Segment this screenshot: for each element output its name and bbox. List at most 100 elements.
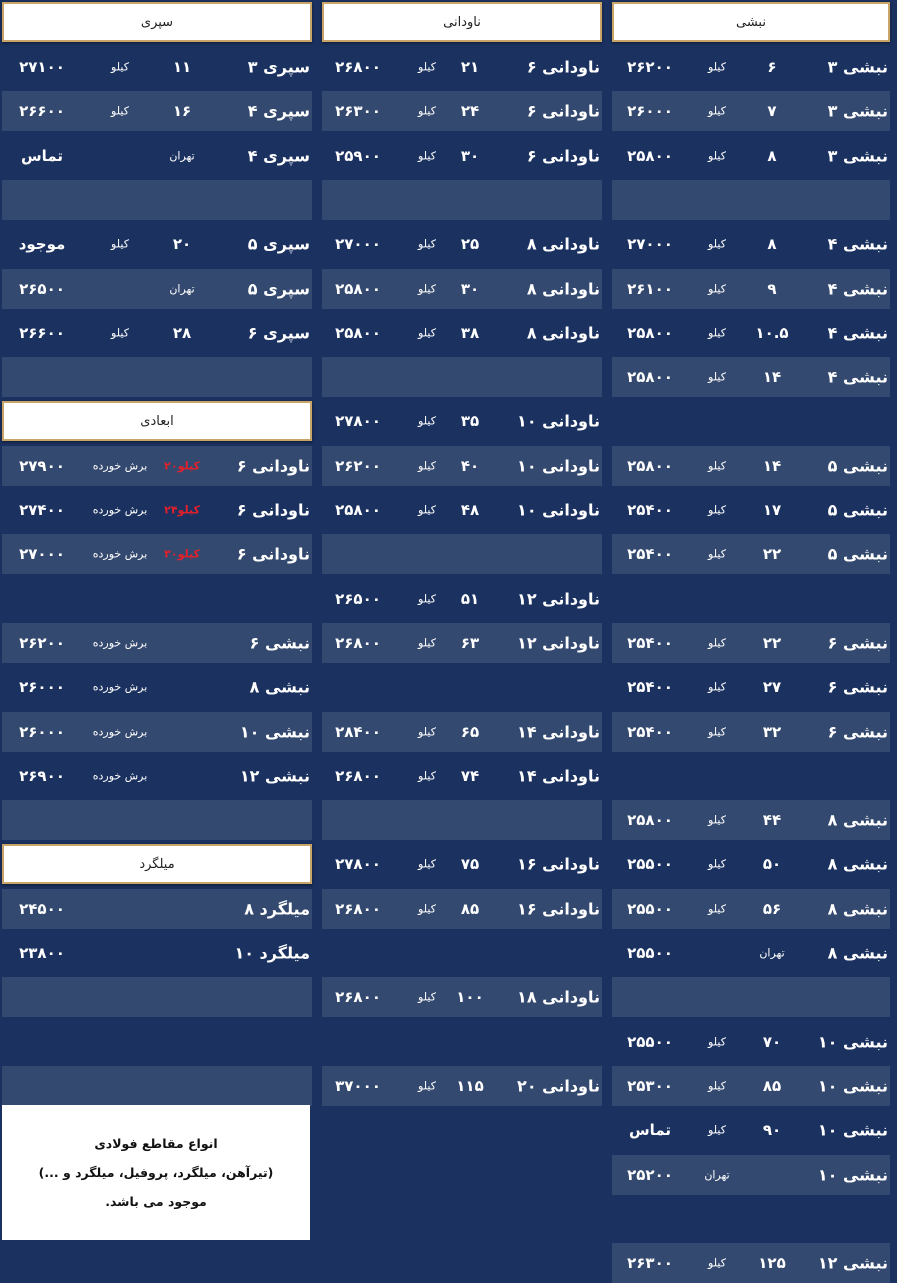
- product-name: نبشی ۶: [827, 722, 888, 741]
- unit: کیلو: [111, 104, 129, 118]
- price: ۲۷۱۰۰: [19, 58, 65, 76]
- product-name: نبشی ۳: [827, 146, 888, 166]
- product-name: ناودانی ۶: [526, 146, 600, 166]
- weight: ۹۰: [762, 1121, 782, 1140]
- price-row: نبشی ۱۰ برش خورده ۲۶۰۰۰: [2, 711, 312, 752]
- weight: ۱۲۵: [758, 1254, 786, 1273]
- unit: کیلو: [708, 60, 726, 74]
- product-name: میلگرد ۸: [244, 899, 310, 919]
- note-line-2: (تیرآهن، میلگرد، پروفیل، میلگرد و ...): [38, 1165, 274, 1180]
- price: ۲۶۸۰۰: [335, 899, 381, 918]
- price-row: نبشی ۸ برش خورده ۲۶۰۰۰: [2, 667, 312, 707]
- price: ۲۵۸۰۰: [335, 323, 381, 342]
- price-row: [2, 977, 312, 1018]
- product-name: ناودانی ۶: [236, 500, 310, 520]
- unit: کیلو: [418, 592, 436, 606]
- product-name: نبشی ۸: [249, 677, 310, 697]
- product-name: ناودانی ۱۴: [517, 766, 600, 786]
- price-row: ناودانی ۲۰ ۱۱۵ کیلو ۳۷۰۰۰: [322, 1065, 602, 1106]
- unit: تهران: [704, 1168, 730, 1181]
- price-row: نبشی ۸ تهران ۲۵۵۰۰: [612, 933, 890, 973]
- price: ۲۷۹۰۰: [19, 456, 65, 475]
- price-row: ناودانی ۱۲ ۵۱ کیلو ۲۶۵۰۰: [322, 579, 602, 619]
- product-name: ناودانی ۶: [236, 456, 310, 476]
- product-name: ناودانی ۸: [526, 323, 600, 343]
- unit: کیلو: [111, 237, 129, 251]
- unit: برش خورده: [92, 680, 148, 694]
- unit: کیلو: [418, 326, 436, 340]
- price: ۲۵۲۰۰: [627, 1165, 673, 1184]
- product-name: ناودانی ۱۰: [517, 500, 600, 520]
- weight: ۴۰: [460, 456, 480, 475]
- price-row: نبشی ۶ ۲۲ کیلو ۲۵۴۰۰: [612, 622, 890, 663]
- price: ۲۵۸۰۰: [335, 279, 381, 298]
- price: ۲۵۵۰۰: [627, 1032, 673, 1051]
- unit: برش خورده: [92, 547, 148, 561]
- price: ۲۵۴۰۰: [627, 633, 673, 652]
- weight: ۹: [767, 279, 777, 298]
- price: ۲۶۰۰۰: [19, 678, 65, 697]
- price-row: ناودانی ۸ ۳۸ کیلو ۲۵۸۰۰: [322, 313, 602, 353]
- unit: کیلو: [111, 326, 129, 340]
- price: ۲۶۵۰۰: [19, 279, 65, 298]
- price: ۲۵۸۰۰: [335, 501, 381, 519]
- product-name: ناودانی ۸: [526, 279, 600, 298]
- price-row: [322, 534, 602, 575]
- weight: ۲۰کیلو: [164, 459, 200, 473]
- weight: ۴۴: [762, 811, 782, 830]
- unit: کیلو: [708, 1035, 726, 1049]
- price: ۲۶۸۰۰: [335, 766, 381, 785]
- unit: کیلو: [708, 725, 726, 738]
- unit: کیلو: [418, 149, 436, 163]
- product-name: نبشی ۸: [827, 899, 888, 919]
- weight: ۳۵: [460, 412, 480, 431]
- weight: ۲۱: [460, 58, 480, 76]
- weight: ۸۵: [762, 1076, 782, 1095]
- price: ۲۶۶۰۰: [19, 323, 65, 342]
- price-row: ناودانی ۶ ۳۰کیلو برش خورده ۲۷۰۰۰: [2, 534, 312, 575]
- weight: ۲۷: [762, 678, 782, 697]
- product-name: نبشی ۶: [249, 633, 310, 653]
- weight: تهران: [759, 946, 785, 960]
- price: ۲۵۸۰۰: [627, 811, 673, 830]
- weight: ۲۲: [762, 545, 782, 564]
- price: ۲۶۳۰۰: [335, 102, 381, 121]
- price: ۲۵۵۰۰: [627, 899, 673, 918]
- product-name: ناودانی ۱۲: [517, 633, 600, 653]
- price-row: ناودانی ۱۸ ۱۰۰ کیلو ۲۶۸۰۰: [322, 977, 602, 1018]
- weight: ۱۱۵: [456, 1076, 484, 1095]
- price-row: نبشی ۳ ۶ کیلو ۲۶۲۰۰: [612, 47, 890, 87]
- price-row: [2, 1065, 312, 1106]
- product-name: نبشی ۵: [827, 544, 888, 564]
- price: ۲۶۶۰۰: [19, 102, 65, 121]
- price-row: ناودانی ۶ ۲۴ کیلو ۲۶۳۰۰: [322, 91, 602, 132]
- weight: ۷۰: [762, 1032, 782, 1051]
- unit: کیلو: [708, 636, 726, 650]
- unit: کیلو: [708, 104, 726, 118]
- weight: ۱۴: [762, 456, 782, 475]
- unit: کیلو: [418, 769, 436, 783]
- weight: ۷: [767, 102, 777, 121]
- price-row: نبشی ۱۰ ۹۰ کیلو تماس: [612, 1110, 890, 1150]
- unit: کیلو: [708, 370, 726, 384]
- note-line-3: موجود می باشد.: [105, 1194, 207, 1209]
- section-header: میلگرد: [2, 844, 312, 885]
- steel-sections-note: انواع مقاطع فولادی (تیرآهن، میلگرد، پروف…: [2, 1105, 310, 1240]
- unit: کیلو: [708, 503, 726, 517]
- price: ۲۵۸۰۰: [627, 456, 673, 475]
- weight: ۱۰.۵: [755, 323, 789, 342]
- unit: کیلو: [708, 547, 726, 561]
- price-row: سپری ۴ ۱۶ کیلو ۲۶۶۰۰: [2, 91, 312, 132]
- unit: کیلو: [418, 60, 436, 74]
- weight: ۶۵: [460, 722, 480, 741]
- unit: کیلو: [418, 414, 436, 428]
- product-name: ناودانی ۱۰: [517, 456, 600, 476]
- unit: کیلو: [708, 282, 726, 295]
- weight: ۱۱: [172, 58, 192, 76]
- price: ۲۶۲۰۰: [19, 633, 65, 652]
- unit: کیلو: [708, 326, 726, 340]
- product-name: نبشی ۵: [827, 500, 888, 520]
- weight: ۵۰: [762, 855, 782, 874]
- product-name: نبشی ۴: [827, 323, 888, 343]
- price: ۲۵۵۰۰: [627, 944, 673, 962]
